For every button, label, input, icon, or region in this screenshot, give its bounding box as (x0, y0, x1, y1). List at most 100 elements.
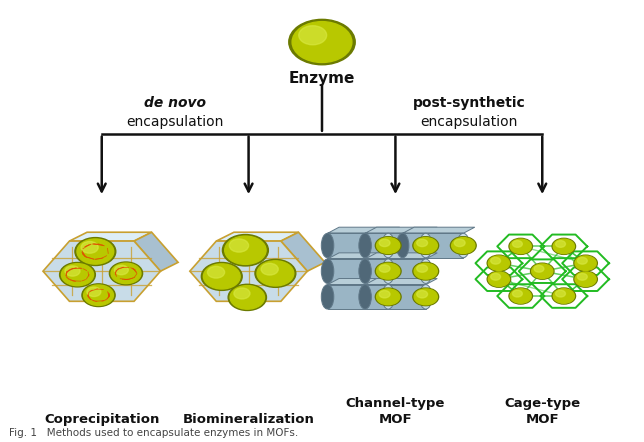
Circle shape (84, 285, 113, 305)
Circle shape (60, 263, 95, 287)
Circle shape (451, 238, 475, 253)
Circle shape (228, 284, 267, 310)
Text: Cage-type
MOF: Cage-type MOF (504, 397, 580, 426)
Polygon shape (365, 285, 426, 309)
Circle shape (375, 263, 401, 280)
Polygon shape (281, 232, 325, 271)
Circle shape (574, 271, 598, 287)
Circle shape (510, 289, 531, 303)
Circle shape (87, 287, 101, 297)
Circle shape (115, 265, 128, 275)
Ellipse shape (457, 233, 469, 258)
Polygon shape (402, 233, 463, 258)
Circle shape (230, 286, 265, 309)
Circle shape (379, 239, 390, 247)
Circle shape (556, 290, 565, 297)
Circle shape (574, 255, 598, 271)
Circle shape (532, 264, 553, 278)
Circle shape (454, 239, 465, 247)
Text: de novo: de novo (144, 96, 206, 110)
Circle shape (261, 263, 278, 275)
Circle shape (552, 288, 576, 304)
Polygon shape (190, 241, 307, 301)
Circle shape (229, 239, 249, 252)
Ellipse shape (359, 233, 372, 258)
Circle shape (534, 266, 544, 272)
Circle shape (414, 263, 437, 279)
Circle shape (414, 238, 437, 253)
Circle shape (77, 239, 114, 264)
Ellipse shape (396, 233, 409, 258)
Polygon shape (328, 278, 400, 285)
Circle shape (510, 239, 531, 254)
Circle shape (377, 263, 400, 279)
Circle shape (257, 261, 294, 286)
Circle shape (202, 263, 242, 290)
Polygon shape (216, 232, 299, 241)
Polygon shape (328, 233, 388, 258)
Text: Biomineralization: Biomineralization (183, 413, 314, 426)
Text: encapsulation: encapsulation (420, 115, 518, 130)
Polygon shape (328, 259, 388, 283)
Ellipse shape (321, 259, 334, 283)
Text: Enzyme: Enzyme (289, 71, 355, 86)
Circle shape (225, 236, 266, 264)
Circle shape (109, 262, 142, 285)
Circle shape (234, 288, 250, 299)
Ellipse shape (419, 233, 432, 258)
Circle shape (513, 290, 522, 297)
Text: post-synthetic: post-synthetic (412, 96, 526, 110)
Ellipse shape (359, 259, 372, 283)
Circle shape (292, 22, 352, 62)
Ellipse shape (382, 259, 395, 283)
Text: Coprecipitation: Coprecipitation (44, 413, 160, 426)
Circle shape (377, 238, 400, 253)
Circle shape (488, 271, 511, 287)
Circle shape (450, 237, 476, 254)
Polygon shape (365, 259, 426, 283)
Circle shape (578, 274, 587, 280)
Circle shape (556, 240, 565, 248)
Circle shape (488, 255, 511, 271)
Circle shape (491, 274, 500, 280)
Circle shape (204, 264, 240, 289)
Polygon shape (43, 241, 160, 301)
Circle shape (488, 272, 509, 286)
Circle shape (531, 263, 554, 279)
Polygon shape (328, 227, 400, 233)
Circle shape (552, 238, 576, 254)
Circle shape (75, 238, 116, 266)
Ellipse shape (382, 285, 395, 309)
Polygon shape (365, 253, 437, 259)
Text: Channel-type
MOF: Channel-type MOF (346, 397, 445, 426)
Circle shape (417, 290, 428, 298)
Ellipse shape (359, 285, 372, 309)
Circle shape (82, 284, 115, 307)
Polygon shape (70, 232, 152, 241)
Circle shape (207, 267, 225, 278)
Circle shape (488, 256, 509, 271)
Circle shape (417, 265, 428, 272)
Polygon shape (134, 232, 178, 271)
Polygon shape (365, 278, 437, 285)
Text: encapsulation: encapsulation (126, 115, 224, 130)
Circle shape (553, 239, 574, 254)
Circle shape (375, 237, 401, 254)
Ellipse shape (419, 259, 432, 283)
Circle shape (299, 26, 327, 45)
Circle shape (414, 289, 437, 305)
Circle shape (553, 289, 574, 303)
Ellipse shape (382, 233, 395, 258)
Ellipse shape (321, 233, 334, 258)
Polygon shape (365, 227, 437, 233)
Circle shape (81, 241, 99, 253)
Circle shape (513, 240, 522, 248)
Circle shape (413, 288, 439, 306)
Circle shape (289, 19, 355, 65)
Circle shape (575, 256, 596, 271)
Circle shape (575, 272, 596, 286)
Ellipse shape (419, 285, 432, 309)
Circle shape (413, 263, 439, 280)
Text: Fig. 1   Methods used to encapsulate enzymes in MOFs.: Fig. 1 Methods used to encapsulate enzym… (9, 428, 298, 438)
Circle shape (379, 265, 390, 272)
